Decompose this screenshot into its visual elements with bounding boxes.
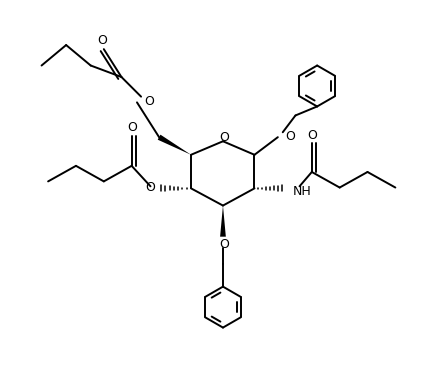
- Text: O: O: [219, 131, 229, 144]
- Text: O: O: [308, 129, 318, 142]
- Text: NH: NH: [293, 185, 312, 198]
- Polygon shape: [158, 135, 191, 155]
- Text: O: O: [146, 181, 155, 194]
- Text: O: O: [144, 95, 154, 108]
- Text: O: O: [127, 121, 137, 134]
- Text: O: O: [97, 35, 107, 47]
- Text: O: O: [285, 130, 295, 143]
- Polygon shape: [220, 205, 226, 237]
- Text: O: O: [219, 238, 229, 251]
